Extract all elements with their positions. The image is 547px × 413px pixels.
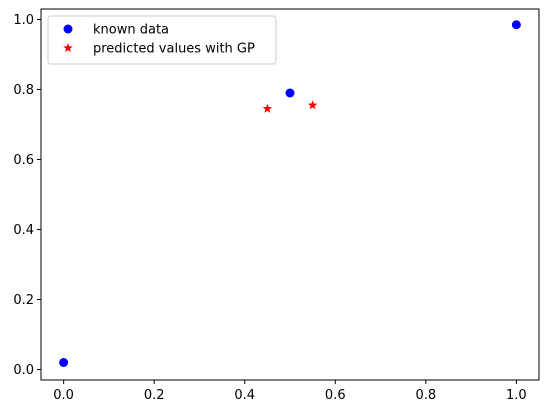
legend-marker-known-data (63, 24, 73, 34)
x-axis-ticks: 0.0 0.2 0.4 0.6 0.8 1.0 (53, 380, 527, 403)
x-tick-label: 0.2 (144, 388, 165, 403)
x-tick-label: 0.8 (415, 388, 436, 403)
x-tick-label: 1.0 (506, 388, 527, 403)
legend-box (47, 15, 277, 65)
y-tick-label: 0.8 (13, 83, 34, 98)
y-tick-label: 0.4 (13, 223, 34, 238)
predicted-point (262, 103, 273, 113)
x-tick-label: 0.6 (325, 388, 346, 403)
known-data-point (511, 20, 521, 30)
y-tick-label: 1.0 (13, 13, 34, 28)
known-data-point (285, 88, 295, 98)
x-tick-label: 0.4 (234, 388, 255, 403)
plot-frame (40, 8, 540, 381)
y-tick-label: 0.6 (13, 153, 34, 168)
x-tick-label: 0.0 (53, 388, 74, 403)
y-tick-label: 0.2 (13, 293, 34, 308)
predicted-point (307, 100, 318, 110)
legend-marker-predicted (63, 43, 73, 53)
legend-label-known-data: known data (93, 23, 169, 38)
legend: known data predicted values with GP (47, 15, 277, 65)
legend-label-predicted: predicted values with GP (93, 42, 255, 57)
data-points (59, 20, 521, 367)
known-data-point (59, 358, 69, 367)
y-axis-ticks: 0.0 0.2 0.4 0.6 0.8 1.0 (13, 13, 41, 378)
y-tick-label: 0.0 (13, 363, 34, 378)
plot-area (41, 9, 539, 380)
